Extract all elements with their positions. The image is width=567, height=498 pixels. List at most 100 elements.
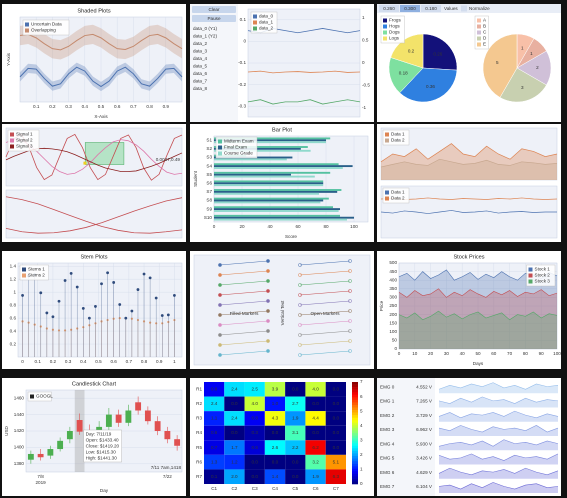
slider-value[interactable]: 0.260 xyxy=(383,6,395,11)
cell-label: 0.0 xyxy=(333,401,340,406)
bar xyxy=(214,173,291,176)
legend-box xyxy=(7,129,40,152)
button[interactable] xyxy=(192,15,236,22)
legend-label: Dogs xyxy=(389,30,400,35)
tooltip-line: Close: $1419.20 xyxy=(86,444,120,449)
heat-cell xyxy=(285,396,306,412)
stem-marker xyxy=(106,271,109,275)
series-line xyxy=(19,33,183,51)
marker-line xyxy=(219,290,269,296)
drag-point[interactable] xyxy=(83,161,87,165)
marker xyxy=(298,283,302,287)
row-label: R6 xyxy=(196,459,202,464)
legend-swatch xyxy=(385,138,389,143)
series-line xyxy=(438,382,559,390)
y2-tick-label: 0 xyxy=(362,60,365,65)
list-item[interactable]: data_0 (Y1) xyxy=(193,26,217,31)
list-item[interactable]: data_2 xyxy=(193,41,207,46)
x-tick-label: 0.9 xyxy=(156,359,163,364)
slider[interactable] xyxy=(421,5,441,12)
heat-cell xyxy=(325,425,346,441)
legend-label: Data 2 xyxy=(391,196,405,201)
bar xyxy=(214,141,326,144)
list-item[interactable]: data_8 xyxy=(193,86,207,91)
marker-line xyxy=(219,340,269,346)
marker xyxy=(266,319,270,323)
slider[interactable] xyxy=(379,5,399,12)
x-tick-label: 20 xyxy=(239,224,245,229)
y-tick-label: 1440 xyxy=(14,412,25,417)
list-item[interactable]: data_3 xyxy=(193,49,207,54)
marker xyxy=(266,269,270,273)
legend-swatch xyxy=(385,132,389,137)
cell-label: 0.0 xyxy=(292,387,299,392)
x-tick-label: 0.8 xyxy=(146,104,153,109)
list-item[interactable]: data_1 (Y2) xyxy=(193,34,217,39)
x-tick-label: 0.8 xyxy=(141,359,148,364)
bar xyxy=(214,189,342,191)
y-tick-label: 150 xyxy=(389,320,397,325)
stem-marker xyxy=(173,294,176,297)
x-tick-label: 0.3 xyxy=(65,104,72,109)
button-label[interactable]: Clear xyxy=(209,7,220,12)
x-tick-label: 0.2 xyxy=(49,104,56,109)
slider-value[interactable]: 0.300 xyxy=(404,6,416,11)
series-area xyxy=(439,411,558,422)
colorbar-step xyxy=(352,438,358,441)
row-label: R5 xyxy=(196,445,202,450)
legend-swatch xyxy=(477,30,481,35)
legend-label: Stock 1 xyxy=(535,267,551,272)
y-tick-label: S2 xyxy=(206,146,212,151)
list-item[interactable]: data_6 xyxy=(193,71,207,76)
legend-label: Final Exam xyxy=(224,145,247,150)
series-area xyxy=(399,288,557,349)
series-area xyxy=(439,382,558,394)
series-line xyxy=(5,133,183,181)
channel-reading: 5.930 V xyxy=(416,441,433,446)
marker-line xyxy=(219,280,269,286)
label[interactable]: Normalize xyxy=(469,6,490,11)
plot-title: Stock Prices xyxy=(453,254,484,260)
cell-label: 1.9 xyxy=(312,474,319,479)
cell-label: 3.2 xyxy=(312,459,319,464)
colorbar-step xyxy=(352,412,358,416)
y-tick-label: 400 xyxy=(389,277,397,282)
legend-box xyxy=(215,136,258,159)
cell-label: 0.6 xyxy=(211,430,218,435)
marker xyxy=(266,299,270,303)
marker xyxy=(266,339,270,343)
list-item[interactable]: data_4 xyxy=(193,56,207,61)
x-tick-label: 10 xyxy=(412,351,418,356)
x-tick-label: 7/8 xyxy=(37,474,44,479)
colorbar-step xyxy=(352,384,358,388)
channel-label: EMG 0 xyxy=(380,384,395,389)
colorbar-step xyxy=(352,387,358,390)
series-line xyxy=(398,288,558,298)
x-tick-label: 60 xyxy=(295,224,301,229)
slice-label: 0.26 xyxy=(433,51,442,56)
y-tick-label: -0.2 xyxy=(238,82,246,87)
checkbox[interactable] xyxy=(461,5,467,12)
y-tick-label: 1400 xyxy=(14,445,25,450)
stem-marker xyxy=(154,296,158,300)
channel-label: EMG 1 xyxy=(380,399,395,404)
y-tick-label: 300 xyxy=(389,295,397,300)
legend-label: Course Grade xyxy=(224,151,253,156)
drag-rect[interactable] xyxy=(84,142,125,165)
button[interactable] xyxy=(192,6,236,13)
x-tick-label: 100 xyxy=(350,224,358,229)
legend-label: Uncertain Data xyxy=(31,22,62,27)
legend-swatch xyxy=(383,36,387,41)
legend-label: Overlapping xyxy=(31,28,56,33)
series-line xyxy=(438,425,559,433)
x-tick-label: 20 xyxy=(428,351,434,356)
heat-cell xyxy=(325,440,346,455)
legend-swatch xyxy=(30,394,34,399)
list-item[interactable]: data_5 xyxy=(193,64,207,69)
legend-label: Stems 2 xyxy=(28,273,45,278)
slider[interactable] xyxy=(400,5,420,12)
list-item[interactable]: data_7 xyxy=(193,79,207,84)
button-label[interactable]: Pause xyxy=(207,16,220,21)
slider-value[interactable]: 0.180 xyxy=(425,6,437,11)
